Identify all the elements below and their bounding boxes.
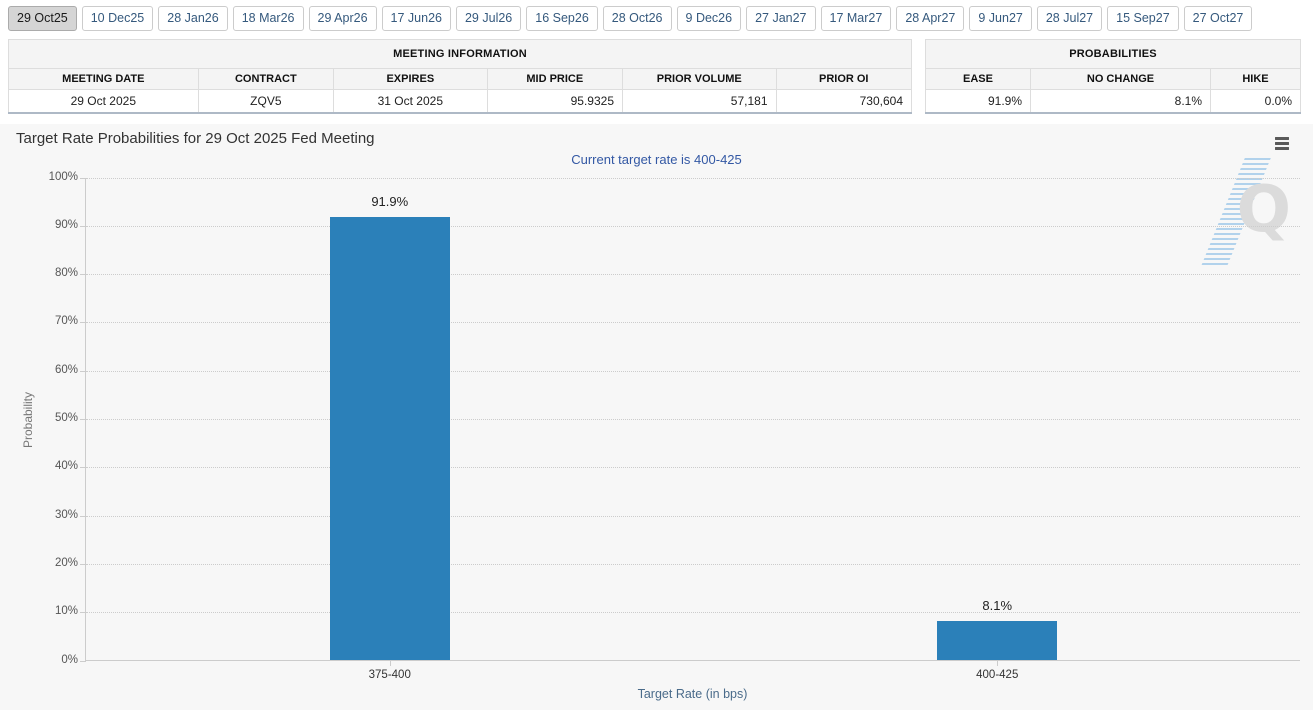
gridline-70 bbox=[86, 322, 1300, 324]
meeting-tab-18-mar26[interactable]: 18 Mar26 bbox=[232, 6, 304, 31]
gridline-80 bbox=[86, 274, 1300, 276]
cell-meeting-date: 29 Oct 2025 bbox=[8, 88, 199, 113]
x-axis-tick bbox=[389, 660, 391, 666]
y-axis-tick bbox=[80, 370, 86, 372]
column-header-hike: HIKE bbox=[1210, 67, 1301, 90]
meeting-tab-29-oct25[interactable]: 29 Oct25 bbox=[8, 6, 77, 31]
column-header-prior-volume: PRIOR VOLUME bbox=[622, 67, 777, 90]
plot-area: 0% 10% 20% 30% 40% 50% 60% 70% 80% 90% 100% 91.9% 37… bbox=[49, 171, 1300, 681]
gridline-30 bbox=[86, 515, 1300, 517]
bar-400-425[interactable] bbox=[937, 621, 1058, 661]
y-axis-label-0: 0% bbox=[61, 653, 78, 666]
y-axis-tick bbox=[80, 515, 86, 517]
gridline-20 bbox=[86, 563, 1300, 565]
column-header-contract: CONTRACT bbox=[197, 67, 335, 90]
column-header-mid-price: MID PRICE bbox=[486, 67, 624, 90]
gridline-50 bbox=[86, 419, 1300, 420]
y-axis-label-70: 70% bbox=[54, 315, 78, 328]
meeting-tab-17-jun26[interactable]: 17 Jun26 bbox=[381, 6, 451, 31]
meeting-tab-17-mar27[interactable]: 17 Mar27 bbox=[820, 6, 892, 31]
y-axis-label-30: 30% bbox=[54, 508, 78, 521]
probabilities-data-row: 91.9% 8.1% 0.0% bbox=[925, 88, 1301, 113]
meeting-tab-29-apr26[interactable]: 29 Apr26 bbox=[308, 6, 377, 31]
column-header-meeting-date: MEETING DATE bbox=[8, 67, 199, 90]
meeting-tab-28-jul27[interactable]: 28 Jul27 bbox=[1036, 6, 1103, 31]
meeting-tab-28-jan26[interactable]: 28 Jan26 bbox=[158, 6, 228, 31]
column-header-expires: EXPIRES bbox=[333, 67, 488, 90]
cell-ease: 91.9% bbox=[925, 88, 1031, 113]
y-axis-label-80: 80% bbox=[54, 267, 78, 280]
cell-expires: 31 Oct 2025 bbox=[333, 88, 488, 113]
column-header-prior-oi: PRIOR OI bbox=[775, 67, 912, 90]
y-axis-tick bbox=[80, 225, 86, 227]
y-axis-label-40: 40% bbox=[54, 460, 78, 473]
bar-value-label-375-400: 91.9% bbox=[371, 193, 409, 209]
cell-mid-price: 95.9325 bbox=[486, 88, 624, 113]
y-axis-tick bbox=[80, 419, 86, 420]
probabilities-header-row: EASE NO CHANGE HIKE bbox=[925, 67, 1301, 90]
meeting-tab-9-jun27[interactable]: 9 Jun27 bbox=[969, 6, 1032, 31]
y-axis-label-100: 100% bbox=[48, 170, 78, 183]
cell-prior-volume: 57,181 bbox=[622, 88, 777, 113]
meeting-date-tab-bar: 29 Oct25 10 Dec25 28 Jan26 18 Mar26 29 Apr26… bbox=[0, 0, 1313, 35]
chart-title: Target Rate Probabilities for 29 Oct 202… bbox=[16, 129, 375, 147]
y-axis-tick bbox=[80, 177, 86, 179]
probabilities-table: PROBABILITIES EASE NO CHANGE HIKE 91.9% 8.1… bbox=[925, 38, 1301, 114]
cell-hike: 0.0% bbox=[1210, 88, 1301, 113]
y-axis-tick bbox=[80, 563, 86, 565]
cell-no-change: 8.1% bbox=[1030, 88, 1211, 113]
y-axis-tick bbox=[80, 612, 86, 614]
column-header-ease: EASE bbox=[925, 67, 1031, 90]
chart-subtitle: Current target rate is 400-425 bbox=[571, 151, 742, 167]
cell-prior-oi: 730,604 bbox=[775, 88, 912, 113]
meeting-information-title-row: MEETING INFORMATION bbox=[8, 38, 912, 69]
meeting-tab-28-oct26[interactable]: 28 Oct26 bbox=[602, 6, 672, 31]
y-axis-tick bbox=[80, 322, 86, 324]
y-axis-tick bbox=[80, 467, 86, 469]
gridline-90 bbox=[86, 225, 1300, 227]
gridline-40 bbox=[86, 467, 1300, 469]
y-axis-label-50: 50% bbox=[54, 412, 78, 424]
meeting-tab-28-apr27[interactable]: 28 Apr27 bbox=[896, 6, 965, 31]
fed-meeting-probability-chart: Target Rate Probabilities for 29 Oct 202… bbox=[0, 123, 1313, 710]
x-axis-title: Target Rate (in bps) bbox=[637, 686, 748, 701]
bar-value-label-400-425: 8.1% bbox=[982, 598, 1013, 614]
menu-bar bbox=[1275, 146, 1289, 150]
x-axis-label-375-400: 375-400 bbox=[368, 668, 411, 681]
y-axis-label-60: 60% bbox=[54, 363, 78, 376]
meeting-information-title: MEETING INFORMATION bbox=[8, 38, 912, 69]
x-axis-tick bbox=[997, 660, 999, 666]
y-axis-tick bbox=[80, 274, 86, 276]
probabilities-title-row: PROBABILITIES bbox=[925, 38, 1301, 69]
y-axis-label-10: 10% bbox=[54, 605, 78, 618]
gridline-10 bbox=[86, 612, 1300, 614]
probabilities-title: PROBABILITIES bbox=[925, 38, 1301, 69]
x-axis-label-400-425: 400-425 bbox=[976, 668, 1019, 681]
meeting-tab-9-dec26[interactable]: 9 Dec26 bbox=[676, 6, 742, 31]
y-axis-label-90: 90% bbox=[54, 218, 78, 231]
meeting-tab-29-jul26[interactable]: 29 Jul26 bbox=[455, 6, 522, 31]
meeting-tab-27-oct27[interactable]: 27 Oct27 bbox=[1183, 6, 1253, 31]
y-axis-label-20: 20% bbox=[54, 556, 78, 569]
bar-375-400[interactable] bbox=[329, 216, 450, 661]
y-axis-title: Probability bbox=[21, 391, 35, 448]
menu-bar bbox=[1275, 136, 1289, 140]
cell-contract: ZQV5 bbox=[197, 88, 335, 113]
meeting-information-table: MEETING INFORMATION MEETING DATE CONTRACT… bbox=[8, 38, 912, 114]
column-header-no-change: NO CHANGE bbox=[1030, 67, 1211, 90]
gridline-60 bbox=[86, 370, 1300, 372]
gridline-100 bbox=[86, 177, 1300, 179]
info-tables-row: MEETING INFORMATION MEETING DATE CONTRACT… bbox=[0, 35, 1313, 114]
meeting-information-data-row: 29 Oct 2025 ZQV5 31 Oct 2025 95.9325 57,181 7… bbox=[8, 88, 912, 113]
menu-bar bbox=[1275, 141, 1289, 145]
meeting-tab-16-sep26[interactable]: 16 Sep26 bbox=[526, 6, 598, 31]
hamburger-menu-icon[interactable] bbox=[1273, 133, 1291, 154]
meeting-tab-27-jan27[interactable]: 27 Jan27 bbox=[746, 6, 816, 31]
meeting-tab-15-sep27[interactable]: 15 Sep27 bbox=[1107, 6, 1179, 31]
meeting-information-header-row: MEETING DATE CONTRACT EXPIRES MID PRICE PRIO… bbox=[8, 67, 912, 90]
meeting-tab-10-dec25[interactable]: 10 Dec25 bbox=[81, 6, 154, 31]
y-axis-tick bbox=[80, 660, 86, 662]
